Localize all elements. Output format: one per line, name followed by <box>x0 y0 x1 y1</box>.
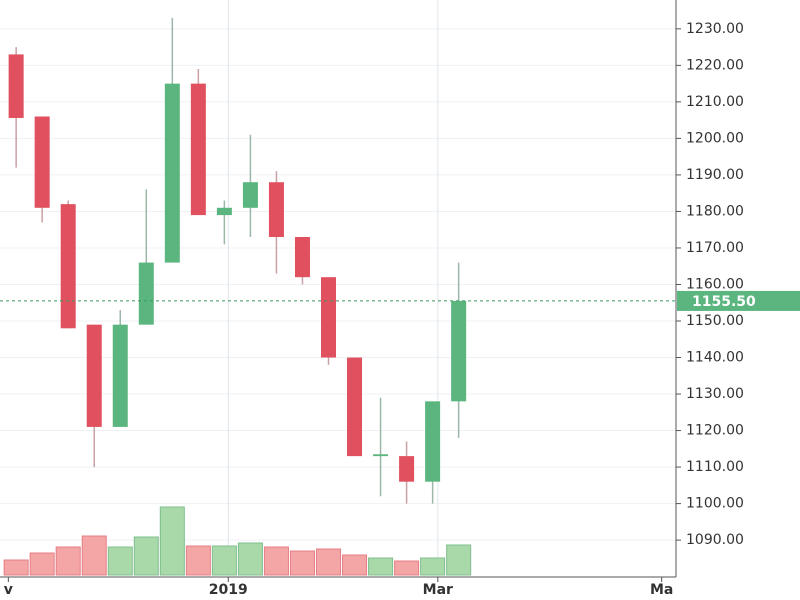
volume-bar <box>55 546 81 576</box>
y-tick-label: 1090.00 <box>686 532 744 548</box>
y-tick-label: 1190.00 <box>686 167 744 183</box>
volume-bar <box>211 545 237 576</box>
x-tick-label: v <box>4 582 13 598</box>
candle-body <box>347 357 363 457</box>
x-tick-label: 2019 <box>209 582 248 598</box>
volume-bar <box>159 506 185 576</box>
y-tick-label: 1150.00 <box>686 313 744 329</box>
volume-bar <box>420 557 446 576</box>
candle-body <box>451 300 467 402</box>
y-tick-label: 1210.00 <box>686 94 744 110</box>
y-tick-label: 1110.00 <box>686 459 744 475</box>
candle-body <box>164 83 180 263</box>
last-price-box <box>677 290 800 311</box>
y-tick-label: 1160.00 <box>686 276 744 292</box>
y-tick-label: 1100.00 <box>686 496 744 512</box>
x-tick-label: Mar <box>423 582 453 598</box>
volume-bar <box>315 548 342 576</box>
candle-body <box>216 207 232 216</box>
y-tick-label: 1200.00 <box>686 130 744 146</box>
volume-bar <box>133 536 159 576</box>
volume-bar <box>29 552 55 576</box>
volume-bar <box>185 545 211 576</box>
candle-body <box>86 324 102 427</box>
candle-body <box>60 204 76 329</box>
candle-body <box>242 182 258 208</box>
candle-body <box>399 456 415 482</box>
y-tick-label: 1220.00 <box>686 57 744 73</box>
y-tick-label: 1170.00 <box>686 240 744 256</box>
candle-body <box>138 262 154 325</box>
candle-body <box>373 454 389 457</box>
volume-bar <box>3 559 29 576</box>
volume-bar <box>107 546 133 576</box>
volume-bar <box>342 554 368 576</box>
candle-body <box>294 237 310 278</box>
volume-bar <box>289 550 315 576</box>
candle-body <box>112 324 128 427</box>
volume-bar <box>368 557 394 576</box>
volume-bar <box>81 535 107 576</box>
volume-bar <box>237 542 263 576</box>
volume-bar <box>263 546 289 576</box>
y-tick-label: 1120.00 <box>686 423 744 439</box>
y-tick-label: 1230.00 <box>686 21 744 37</box>
y-tick-label: 1140.00 <box>686 350 744 366</box>
candle-body <box>425 401 441 482</box>
candle-body <box>34 116 50 208</box>
candle-body <box>268 182 284 238</box>
y-tick-label: 1180.00 <box>686 203 744 219</box>
x-tick-label: Ma <box>650 582 673 598</box>
volume-bar <box>446 544 472 576</box>
volume-bar <box>394 560 420 576</box>
last-price-label: 1155.50 <box>692 294 756 310</box>
candle-body <box>320 277 336 358</box>
candle-body <box>8 54 24 118</box>
y-tick-label: 1130.00 <box>686 386 744 402</box>
candle-body <box>190 83 206 216</box>
